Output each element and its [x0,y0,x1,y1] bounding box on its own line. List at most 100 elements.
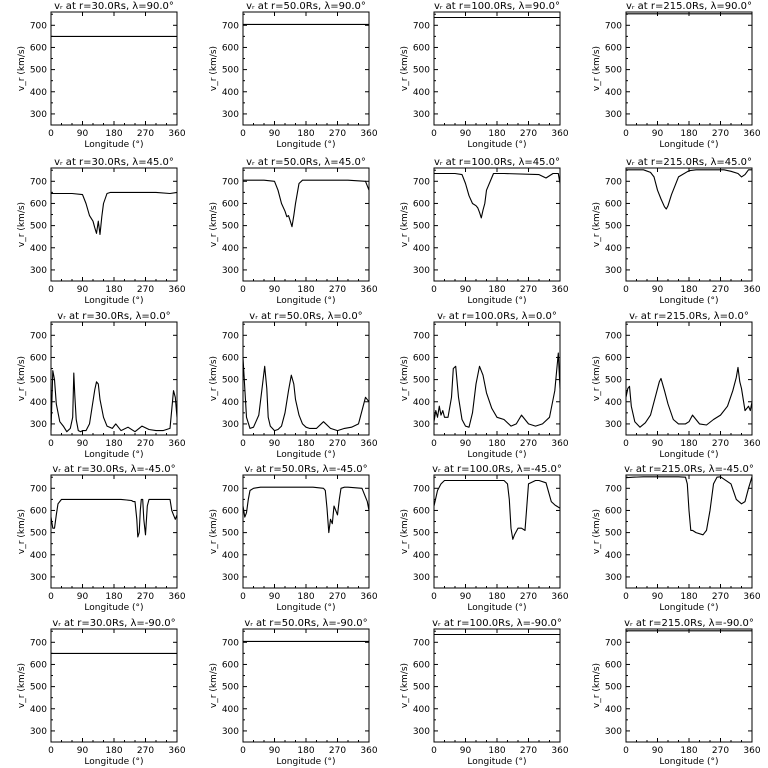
x-tick-label: 90 [652,129,664,139]
plot-frame [242,321,370,436]
y-tick-label: 600 [605,199,622,209]
panel-16: vᵣ at r=215.0Rs, λ=-45.0° 0 90 180 270 360 300… [592,464,761,613]
panel-2: vᵣ at r=50.0Rs, λ=90.0° 0 90 180 270 360 300 40… [209,1,378,150]
panel-title: vᵣ at r=30.0Rs, λ=-90.0° [52,618,175,629]
y-axis-label: v_r (km/s) [400,202,410,247]
y-tick-label: 400 [605,88,622,98]
y-tick-label: 300 [30,573,47,583]
y-tick-label: 700 [222,331,239,341]
plot-frame [625,474,753,589]
panel-14: vᵣ at r=50.0Rs, λ=-45.0° 0 90 180 270 360 300 4… [209,464,378,613]
x-tick-label: 180 [488,592,505,602]
y-tick-label: 500 [605,683,622,693]
x-tick-label: 360 [168,285,185,295]
x-tick-label: 180 [680,592,697,602]
y-tick-label: 400 [222,398,239,408]
y-tick-label: 400 [222,244,239,254]
x-tick-label: 360 [551,439,568,449]
x-tick-label: 90 [77,285,89,295]
y-tick-label: 600 [30,353,47,363]
x-tick-label: 180 [105,129,122,139]
y-tick-label: 700 [413,21,430,31]
x-tick-label: 0 [240,746,246,756]
plot-frame [242,11,370,126]
x-axis-label: Longitude (°) [276,757,335,767]
y-tick-label: 500 [222,222,239,232]
y-axis-label: v_r (km/s) [400,46,410,91]
panel-12: vᵣ at r=215.0Rs, λ=0.0° 0 90 180 270 360 300 40… [592,311,761,460]
y-tick-label: 600 [30,43,47,53]
x-tick-label: 270 [520,285,537,295]
series-line [433,352,561,428]
panel-5: vᵣ at r=30.0Rs, λ=45.0° 0 90 180 270 360 300 40… [17,157,186,306]
panel-title: vᵣ at r=215.0Rs, λ=-45.0° [624,464,754,475]
x-tick-label: 90 [652,592,664,602]
y-tick-label: 500 [605,222,622,232]
y-tick-label: 400 [222,705,239,715]
series-line [50,370,178,433]
y-tick-label: 300 [222,420,239,430]
panel-11: vᵣ at r=100.0Rs, λ=0.0° 0 90 180 270 360 300 40… [400,311,569,460]
x-tick-label: 90 [77,439,89,449]
y-tick-label: 400 [605,398,622,408]
panel-10: vᵣ at r=50.0Rs, λ=0.0° 0 90 180 270 360 300 400… [209,311,378,460]
x-tick-label: 180 [297,439,314,449]
y-tick-label: 700 [413,177,430,187]
y-tick-label: 600 [222,353,239,363]
x-tick-label: 90 [269,285,281,295]
y-tick-label: 600 [30,199,47,209]
y-axis-label: v_r (km/s) [400,356,410,401]
panel-title: vᵣ at r=30.0Rs, λ=45.0° [54,157,174,168]
y-tick-label: 700 [30,177,47,187]
y-tick-label: 600 [605,506,622,516]
series-line [243,179,370,228]
y-tick-label: 700 [605,331,622,341]
x-tick-label: 360 [551,746,568,756]
panel-title: vᵣ at r=215.0Rs, λ=90.0° [626,1,752,12]
y-tick-label: 300 [30,727,47,737]
x-axis-label: Longitude (°) [84,757,143,767]
x-tick-label: 0 [48,592,54,602]
x-axis-label: Longitude (°) [659,140,718,150]
y-tick-label: 500 [413,376,430,386]
plot-frame [50,167,178,282]
y-tick-label: 600 [222,660,239,670]
y-tick-label: 400 [605,705,622,715]
panel-6: vᵣ at r=50.0Rs, λ=45.0° 0 90 180 270 360 300 40… [209,157,378,306]
x-tick-label: 180 [680,746,697,756]
panel-title: vᵣ at r=50.0Rs, λ=45.0° [246,157,366,168]
y-tick-label: 300 [222,573,239,583]
y-tick-label: 700 [222,177,239,187]
panel-title: vᵣ at r=50.0Rs, λ=90.0° [246,1,366,12]
x-axis-label: Longitude (°) [659,296,718,306]
y-tick-label: 600 [413,506,430,516]
y-tick-label: 300 [30,110,47,120]
x-tick-label: 180 [297,592,314,602]
x-tick-label: 180 [105,285,122,295]
y-tick-label: 700 [222,484,239,494]
x-tick-label: 90 [652,439,664,449]
y-tick-label: 400 [30,705,47,715]
x-tick-label: 180 [297,746,314,756]
y-tick-label: 300 [413,727,430,737]
y-tick-label: 500 [30,222,47,232]
x-axis-label: Longitude (°) [467,603,526,613]
x-tick-label: 0 [623,439,629,449]
y-axis-label: v_r (km/s) [209,356,219,401]
x-axis-label: Longitude (°) [276,603,335,613]
x-tick-label: 360 [168,439,185,449]
y-tick-label: 400 [30,244,47,254]
x-tick-label: 270 [137,285,154,295]
plot-frame [50,474,178,589]
x-tick-label: 180 [680,129,697,139]
plot-frame [433,474,561,589]
plot-frame [625,321,753,436]
x-tick-label: 0 [623,129,629,139]
x-axis-label: Longitude (°) [276,450,335,460]
x-tick-label: 90 [460,439,472,449]
y-axis-label: v_r (km/s) [592,356,602,401]
y-tick-label: 300 [605,573,622,583]
y-tick-label: 700 [30,21,47,31]
x-tick-label: 90 [269,129,281,139]
x-tick-label: 270 [712,746,729,756]
